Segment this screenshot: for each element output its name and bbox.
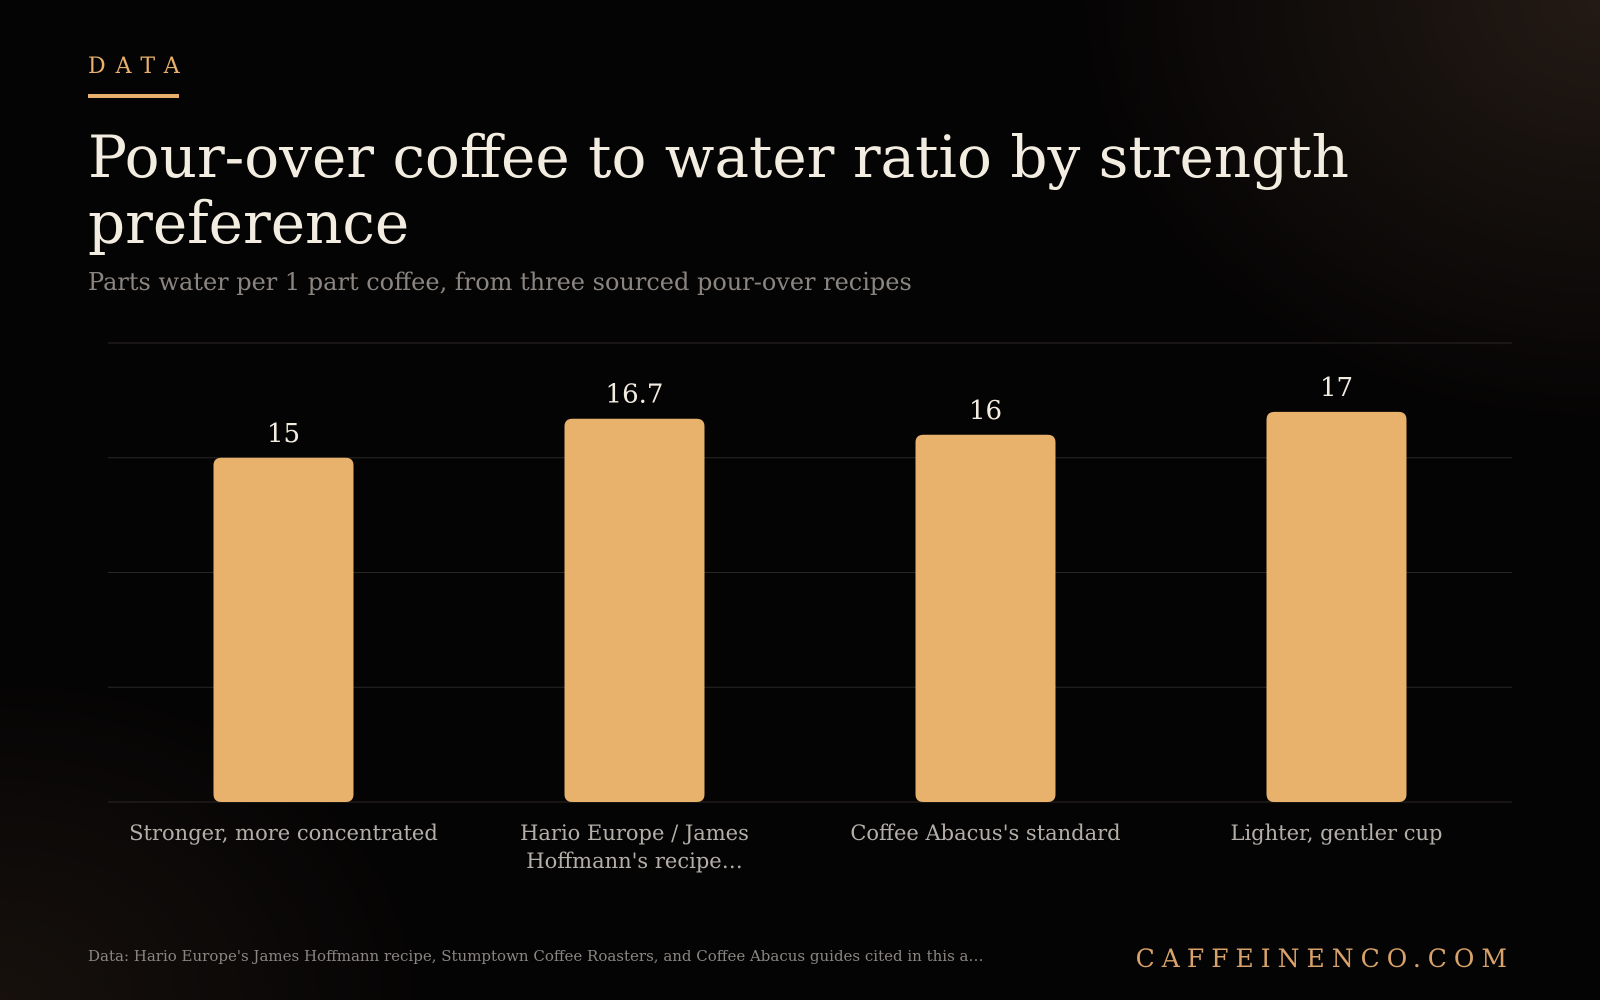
category-label: Hario Europe / James	[520, 821, 749, 845]
bar	[915, 434, 1056, 802]
category-label: Stronger, more concentrated	[129, 821, 438, 845]
bar-value-label: 16.7	[606, 380, 664, 410]
bar-value-label: 15	[267, 419, 300, 449]
chart-subtitle: Parts water per 1 part coffee, from thre…	[88, 268, 912, 296]
eyebrow-underline	[88, 94, 179, 98]
chart-title: Pour-over coffee to water ratio by stren…	[88, 123, 1349, 257]
bar-value-label: 16	[969, 396, 1002, 426]
category-label: Coffee Abacus's standard	[850, 821, 1120, 845]
eyebrow-label: DATA	[88, 54, 190, 79]
brand-wordmark: CAFFEINENCO.COM	[1135, 944, 1514, 973]
category-label: Hoffmann's recipe…	[526, 849, 742, 873]
category-label: Lighter, gentler cup	[1231, 821, 1443, 845]
bar-value-label: 17	[1320, 373, 1353, 403]
bar	[1266, 411, 1407, 802]
source-note: Data: Hario Europe's James Hoffmann reci…	[88, 947, 984, 965]
bar	[213, 457, 354, 802]
bar	[564, 418, 705, 802]
